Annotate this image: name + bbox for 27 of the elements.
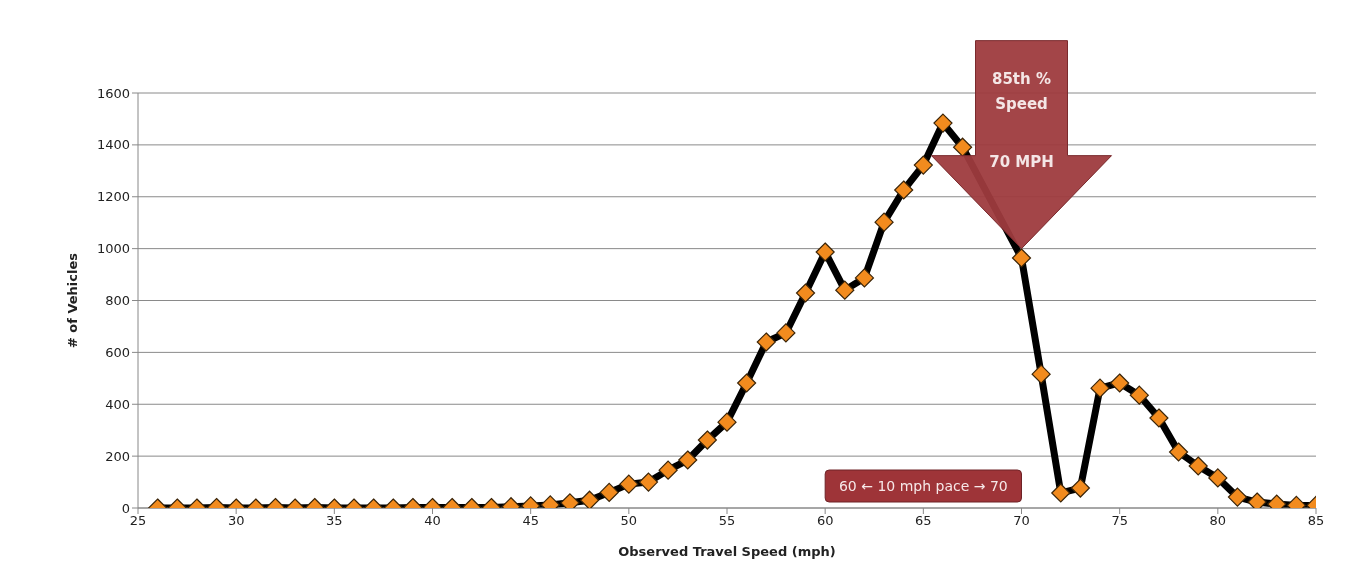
x-tick-label: 65 [915,513,932,529]
x-tick-label: 55 [718,513,736,529]
y-axis-title: # of Vehicles [64,252,80,349]
y-tick-label: 1600 [96,85,130,101]
y-tick-label: 1000 [96,241,130,257]
y-tick-label: 0 [121,500,130,516]
annotation: 70 MPH [989,152,1054,171]
y-tick-label: 200 [105,448,130,464]
x-tick-label: 50 [620,513,638,529]
x-tick-label: 70 [1013,513,1030,529]
x-tick-label: 45 [522,513,539,529]
x-axis-title: Observed Travel Speed (mph) [618,544,836,559]
annotation: 60 ← 10 mph pace → 70 [838,478,1008,494]
x-tick-label: 75 [1111,513,1128,529]
annotation: 85th % Speed [992,69,1051,113]
x-tick-label: 30 [227,513,245,529]
x-tick-label: 60 [816,513,834,529]
y-tick-label: 800 [105,293,130,309]
x-tick-label: 80 [1209,513,1227,529]
x-tick-label: 40 [424,513,441,529]
x-tick-label: 85 [1307,513,1325,529]
y-tick-label: 600 [105,344,130,360]
x-tick-label: 35 [326,513,343,529]
x-tick-label: 25 [129,513,147,529]
y-tick-label: 1400 [96,137,130,153]
y-tick-label: 1200 [96,189,130,205]
y-tick-label: 400 [105,396,130,412]
